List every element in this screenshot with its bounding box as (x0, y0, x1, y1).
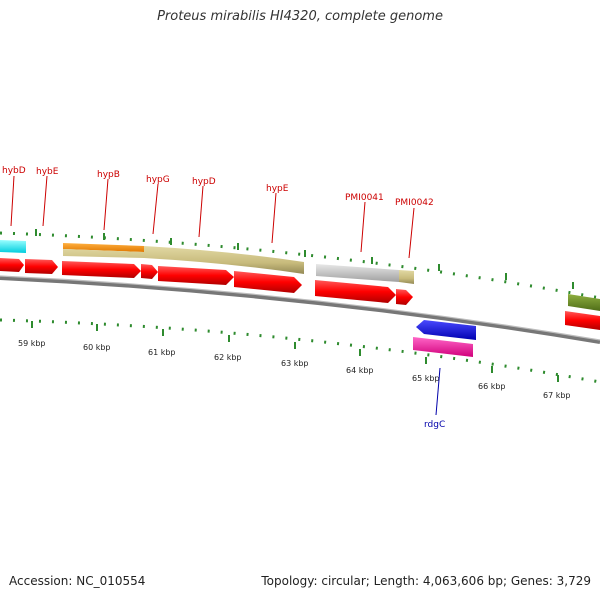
genome-backbone (0, 276, 600, 344)
label-leaders (10, 175, 415, 259)
label-leader-rdgC (435, 367, 441, 416)
cds-arrow-hybD[interactable] (0, 258, 24, 272)
cds-arrow-right-edge[interactable] (565, 311, 600, 330)
gene-label-hybD: hybD (2, 166, 26, 176)
scale-tick-track (0, 318, 600, 384)
forward-major-ticks (35, 229, 574, 289)
gene-label-hypB: hypB (97, 170, 120, 180)
gene-label-hypE: hypE (266, 184, 289, 194)
scale-label-67: 67 kbp (543, 391, 571, 400)
feature-bar-cyan[interactable] (0, 240, 26, 253)
feature-bar-rdgC[interactable] (413, 337, 473, 357)
scale-label-60: 60 kbp (83, 343, 111, 352)
cds-arrow-PMI0042[interactable] (396, 289, 413, 305)
gene-label-hypD: hypD (192, 177, 216, 187)
genome-backbone-highlight (0, 275, 600, 341)
scale-major-ticks (31, 321, 559, 382)
topology-text: Topology: circular; Length: 4,063,606 bp… (261, 574, 591, 588)
feature-bar-tan-small[interactable] (399, 270, 414, 284)
gene-label-PMI0041: PMI0041 (345, 193, 384, 203)
gene-label-hypG: hypG (146, 175, 170, 185)
scale-label-64: 64 kbp (346, 366, 374, 375)
scale-label-65: 65 kbp (412, 374, 440, 383)
scale-label-61: 61 kbp (148, 348, 176, 357)
cds-arrow-hypG[interactable] (141, 264, 158, 279)
feature-bar-tan[interactable] (63, 246, 304, 274)
gene-label-hybE: hybE (36, 167, 59, 177)
scale-label-66: 66 kbp (478, 382, 506, 391)
scale-label-59: 59 kbp (18, 339, 46, 348)
feature-bar-olive[interactable] (568, 294, 600, 311)
cds-arrow-hypB[interactable] (62, 261, 141, 278)
cds-arrow-hybE[interactable] (25, 259, 58, 274)
cds-arrow-rdgC[interactable] (416, 320, 476, 340)
feature-bar-grey[interactable] (316, 264, 399, 282)
forward-tick-track (0, 231, 600, 300)
cds-arrow-hypD[interactable] (158, 266, 234, 285)
map-title: Proteus mirabilis HI4320, complete genom… (157, 9, 443, 24)
scale-label-63: 63 kbp (281, 359, 309, 368)
cds-arrow-hypE[interactable] (234, 271, 302, 293)
gene-label-PMI0042: PMI0042 (395, 198, 434, 208)
scale-label-62: 62 kbp (214, 353, 242, 362)
gene-label-rdgC: rdgC (424, 420, 445, 430)
accession-text: Accession: NC_010554 (9, 574, 146, 588)
cds-arrow-PMI0041[interactable] (315, 280, 396, 303)
